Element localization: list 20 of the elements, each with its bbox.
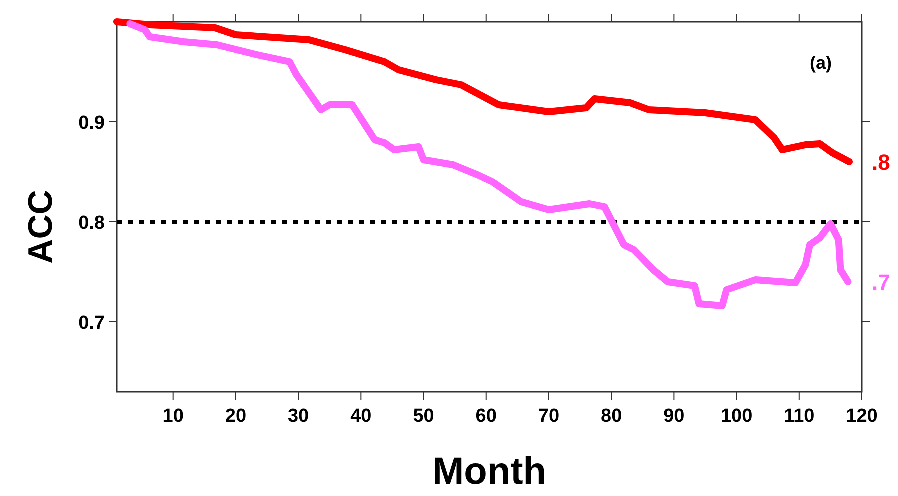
x-tick-label: 60 — [476, 406, 497, 427]
x-tick-label: 110 — [784, 406, 815, 427]
y-tick-label: 0.9 — [78, 113, 105, 134]
x-tick-label: 70 — [538, 406, 560, 427]
x-axis-title: Month — [432, 451, 546, 493]
x-tick-label: 100 — [720, 406, 753, 427]
text: .8 — [872, 150, 890, 175]
x-tick-label: 120 — [846, 406, 878, 427]
text: .7 — [872, 270, 890, 295]
x-tick-label: 90 — [664, 406, 685, 427]
y-axis-title: ACC — [22, 190, 60, 264]
x-tick-label: 20 — [225, 406, 247, 427]
x-tick-label: 50 — [413, 406, 434, 427]
x-tick-label: 80 — [601, 406, 622, 427]
y-tick-label: 0.8 — [78, 213, 105, 234]
annotation: (a) — [810, 53, 832, 73]
x-tick-label: 40 — [350, 406, 372, 427]
y-tick-label: 0.7 — [78, 313, 105, 334]
x-tick-label: 10 — [162, 406, 184, 427]
x-tick-label: 30 — [288, 406, 310, 427]
